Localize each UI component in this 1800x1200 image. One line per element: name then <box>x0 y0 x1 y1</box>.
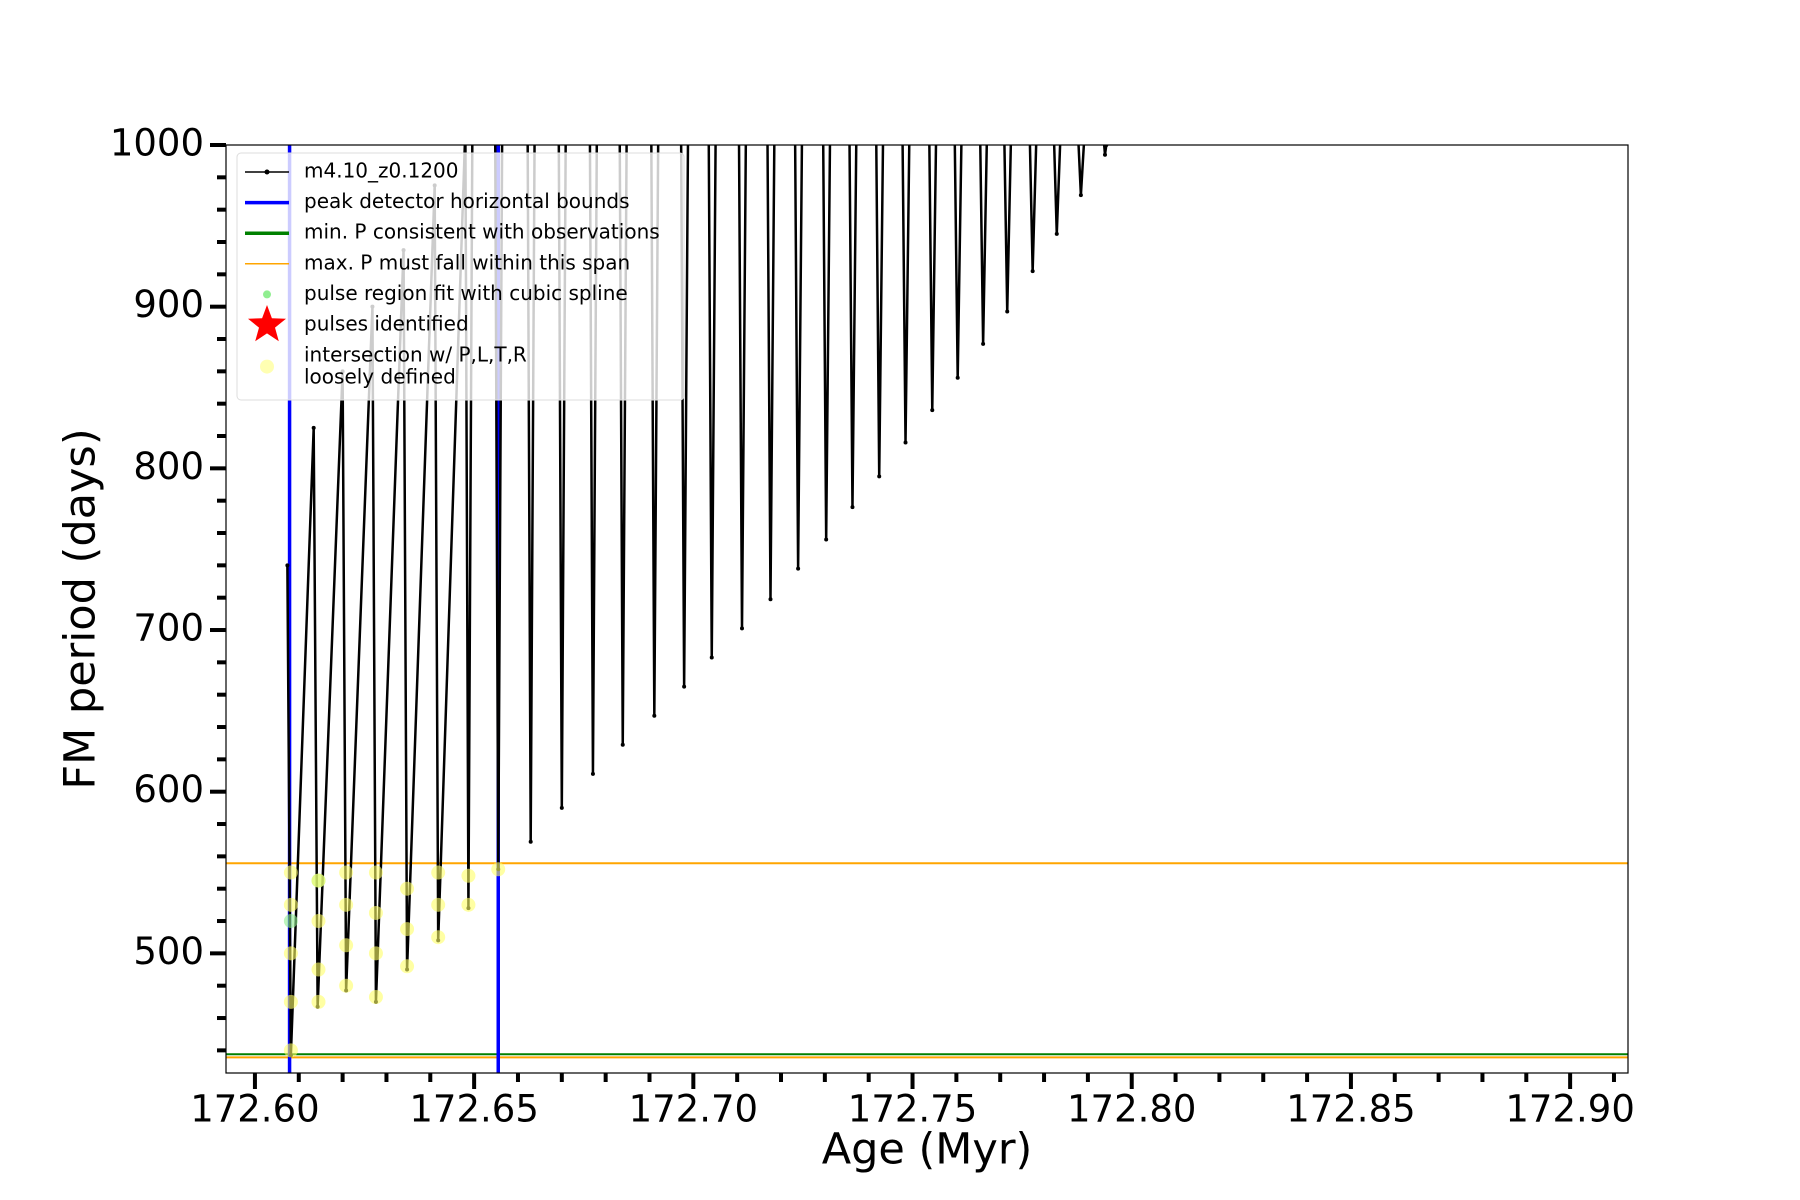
scatter-point <box>311 994 326 1009</box>
y-tick-label: 1000 <box>110 122 204 165</box>
y-tick-label: 600 <box>133 768 204 811</box>
y-tick-label: 900 <box>133 283 204 326</box>
scatter-point <box>311 873 326 888</box>
scatter-point <box>368 946 383 961</box>
legend-label: pulses identified <box>304 312 469 336</box>
x-tick-label: 172.90 <box>1505 1088 1634 1131</box>
data-point <box>739 626 744 631</box>
scatter-point <box>283 946 298 961</box>
data-point <box>1054 231 1059 236</box>
scatter-point <box>491 862 506 877</box>
y-tick-label: 800 <box>133 445 204 488</box>
x-tick-label: 172.80 <box>1067 1088 1196 1131</box>
legend-handle <box>263 290 271 299</box>
scatter-point <box>431 897 446 912</box>
scatter-point <box>368 865 383 880</box>
scatter-point <box>368 990 383 1005</box>
x-tick-label: 172.75 <box>848 1088 977 1131</box>
legend-handle <box>260 359 274 374</box>
scatter-point <box>283 994 298 1009</box>
scatter-point <box>339 978 354 993</box>
scatter-point <box>431 865 446 880</box>
scatter-point <box>283 897 298 912</box>
scatter-point <box>400 881 415 896</box>
legend-label: max. P must fall within this span <box>304 250 630 274</box>
data-point <box>709 655 714 660</box>
legend-label: intersection w/ P,L,T,R loosely defined <box>304 342 527 388</box>
data-point <box>590 771 595 776</box>
legend-label: pulse region fit with cubic spline <box>304 281 628 305</box>
scatter-point <box>339 938 354 953</box>
scatter-point <box>400 922 415 937</box>
data-point <box>1102 152 1107 157</box>
legend-label: peak detector horizontal bounds <box>304 189 630 213</box>
legend-handle-marker <box>264 169 270 175</box>
data-point <box>1078 193 1083 198</box>
data-point <box>955 375 960 380</box>
data-point <box>1030 269 1035 274</box>
data-point <box>850 505 855 510</box>
data-point <box>824 537 829 542</box>
scatter-point <box>431 930 446 945</box>
scatter-point <box>339 865 354 880</box>
data-point <box>652 713 657 718</box>
scatter-point <box>461 897 476 912</box>
y-tick-label: 700 <box>133 607 204 650</box>
scatter-point <box>311 914 326 929</box>
data-point <box>903 440 908 445</box>
scatter-point <box>461 868 476 883</box>
data-point <box>528 839 533 844</box>
legend-handle <box>248 305 286 342</box>
data-point <box>796 566 801 571</box>
scatter-point <box>368 905 383 920</box>
scatter-point <box>283 914 298 929</box>
x-axis-label: Age (Myr) <box>822 1125 1033 1175</box>
legend-label: m4.10_z0.1200 <box>304 159 459 183</box>
x-tick-label: 172.70 <box>629 1088 758 1131</box>
data-point <box>1005 309 1010 314</box>
scatter-point <box>311 962 326 977</box>
legend-label: min. P consistent with observations <box>304 220 660 244</box>
x-tick-label: 172.85 <box>1286 1088 1415 1131</box>
data-point <box>311 425 316 430</box>
data-point <box>930 408 935 413</box>
x-tick-label: 172.65 <box>409 1088 538 1131</box>
y-tick-label: 500 <box>133 930 204 973</box>
axes: 172.60 172.65 172.70 172.75 172.80 172.85 172.… <box>110 122 1635 1131</box>
data-point <box>981 341 986 346</box>
data-point <box>559 805 564 810</box>
scatter-point <box>283 865 298 880</box>
data-point <box>620 742 625 747</box>
data-point <box>768 597 773 602</box>
scatter-point <box>400 959 415 974</box>
axes-frame <box>225 144 1629 1074</box>
y-axis-label: FM period (days) <box>56 428 106 789</box>
x-tick-label: 172.60 <box>190 1088 319 1131</box>
legend-box <box>236 152 685 401</box>
data-point <box>285 563 290 568</box>
scatter-point <box>283 1043 298 1058</box>
data-point <box>682 684 687 689</box>
data-point <box>877 474 882 479</box>
scatter-point <box>339 897 354 912</box>
